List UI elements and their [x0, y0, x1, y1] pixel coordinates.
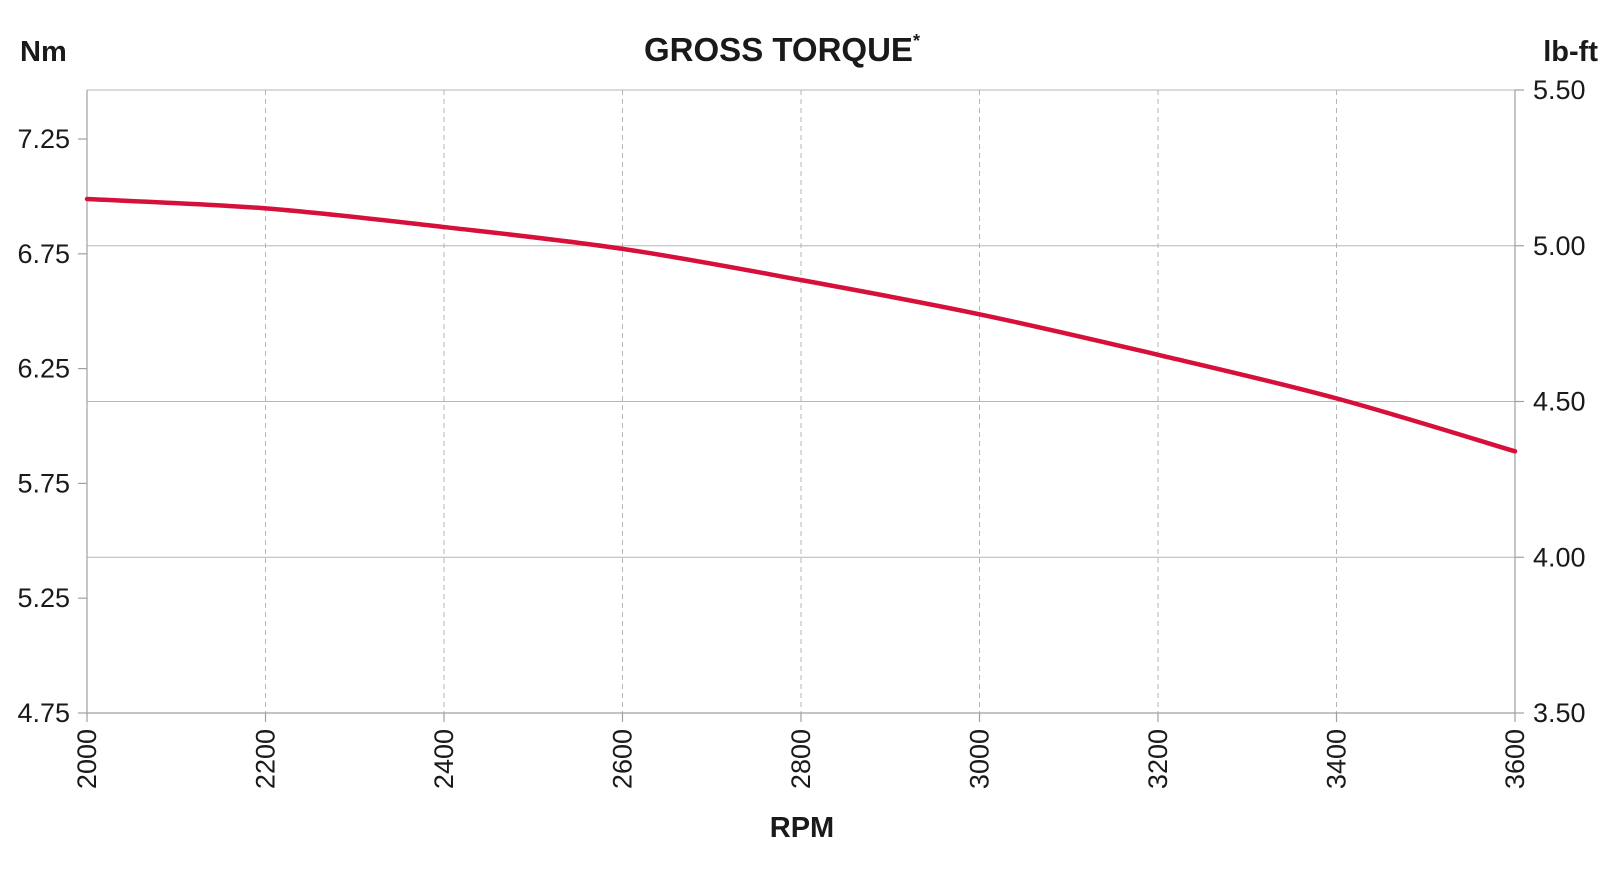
right-axis-unit: lb-ft [1543, 36, 1598, 68]
left-tick-label: 5.25 [17, 583, 70, 613]
chart-title-mark: * [913, 31, 920, 51]
axes: 2000 2200 2400 2600 2800 3000 3200 3400 36003.50… [17, 75, 1585, 789]
left-tick-label: 5.75 [17, 468, 70, 498]
chart-title: GROSS TORQUE* [644, 31, 920, 68]
left-tick-label: 4.75 [17, 698, 70, 728]
x-tick-label: 3000 [965, 729, 995, 789]
x-tick-label: 2200 [251, 729, 281, 789]
right-tick-label: 4.00 [1533, 542, 1586, 572]
grid [87, 90, 1515, 713]
x-tick-label: 3200 [1143, 729, 1173, 789]
labels: GROSS TORQUE* Nm lb-ft RPM [20, 31, 1598, 844]
x-axis-label: RPM [770, 812, 834, 844]
left-tick-label: 7.25 [17, 124, 70, 154]
x-tick-label: 2600 [608, 729, 638, 789]
right-tick-label: 5.00 [1533, 231, 1586, 261]
left-tick-label: 6.25 [17, 354, 70, 384]
right-tick-label: 3.50 [1533, 698, 1586, 728]
right-tick-label: 4.50 [1533, 387, 1586, 417]
left-tick-label: 6.75 [17, 239, 70, 269]
x-tick-label: 3400 [1322, 729, 1352, 789]
torque-series-line [84, 196, 1518, 454]
right-tick-label: 5.50 [1533, 75, 1586, 105]
x-tick-label: 2000 [72, 729, 102, 789]
series-layer [84, 196, 1518, 454]
x-tick-label: 2800 [786, 729, 816, 789]
chart-title-text: GROSS TORQUE [644, 31, 913, 68]
x-tick-label: 2400 [429, 729, 459, 789]
x-tick-label: 3600 [1500, 729, 1530, 789]
left-axis-unit: Nm [20, 36, 67, 68]
